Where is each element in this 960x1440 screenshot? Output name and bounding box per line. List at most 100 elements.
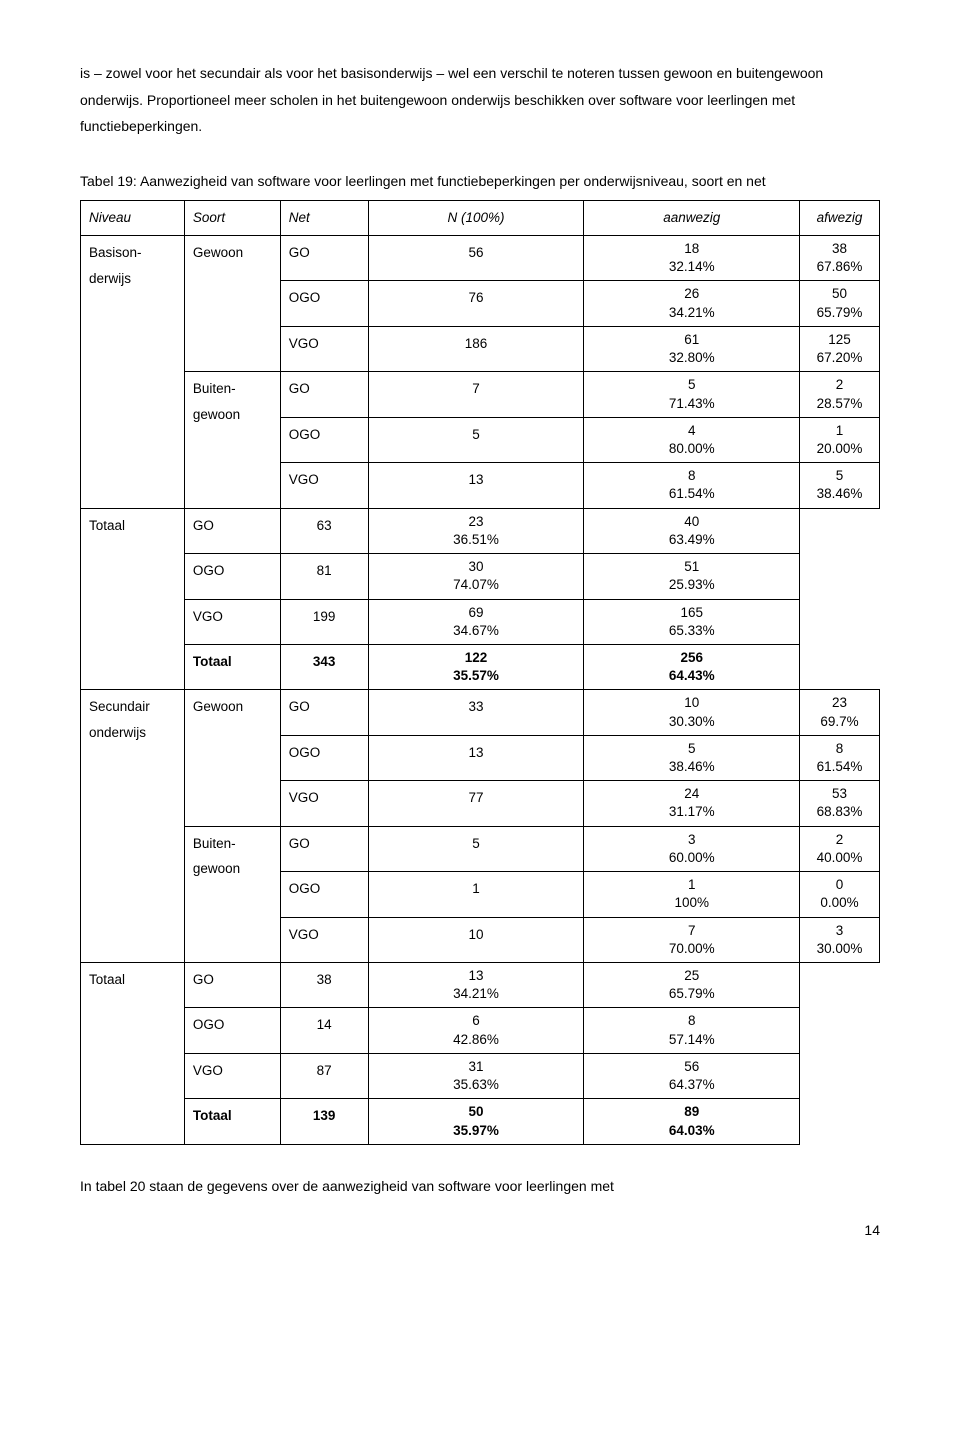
cell-n: 14	[280, 1008, 368, 1053]
cell-aanwezig: 3135.63%	[368, 1053, 584, 1098]
table-row: Buiten-gewoonGO5360.00%240.00%	[81, 826, 880, 871]
cell-aanwezig: 1100%	[584, 872, 800, 917]
cell-afwezig: 5368.83%	[800, 781, 880, 826]
cell-n: 38	[280, 963, 368, 1008]
table-row: OGO813074.07%5125.93%	[81, 554, 880, 599]
cell-n: 7	[368, 372, 584, 417]
cell-afwezig: 00.00%	[800, 872, 880, 917]
cell-soort: Gewoon	[184, 236, 280, 372]
cell-afwezig: 2565.79%	[584, 963, 800, 1008]
cell-n: 5	[368, 826, 584, 871]
cell-n: 199	[280, 599, 368, 644]
cell-net: VGO	[280, 463, 368, 508]
cell-aanwezig: 571.43%	[584, 372, 800, 417]
cell-afwezig: 861.54%	[800, 735, 880, 780]
cell-afwezig: 8964.03%	[584, 1099, 800, 1144]
header-n: N (100%)	[368, 201, 584, 236]
cell-n: 13	[368, 463, 584, 508]
cell-afwezig: 5065.79%	[800, 281, 880, 326]
cell-aanwezig: 1832.14%	[584, 236, 800, 281]
cell-net: GO	[184, 508, 280, 553]
data-table: Niveau Soort Net N (100%) aanwezig afwez…	[80, 200, 880, 1144]
header-soort: Soort	[184, 201, 280, 236]
cell-n: 56	[368, 236, 584, 281]
cell-afwezig: 2369.7%	[800, 690, 880, 735]
cell-net: OGO	[280, 281, 368, 326]
cell-aanwezig: 480.00%	[584, 417, 800, 462]
cell-aanwezig: 2431.17%	[584, 781, 800, 826]
cell-net: GO	[280, 826, 368, 871]
header-net: Net	[280, 201, 368, 236]
cell-aanwezig: 770.00%	[584, 917, 800, 962]
cell-afwezig: 5664.37%	[584, 1053, 800, 1098]
cell-niveau: Secundair onderwijs	[81, 690, 185, 963]
cell-aanwezig: 861.54%	[584, 463, 800, 508]
cell-afwezig: 4063.49%	[584, 508, 800, 553]
cell-n: 10	[368, 917, 584, 962]
cell-soort: Buiten-gewoon	[184, 372, 280, 508]
cell-afwezig: 25664.43%	[584, 644, 800, 689]
cell-n: 76	[368, 281, 584, 326]
table-row: VGO873135.63%5664.37%	[81, 1053, 880, 1098]
cell-net: Totaal	[184, 1099, 280, 1144]
cell-net: GO	[280, 236, 368, 281]
cell-afwezig: 3867.86%	[800, 236, 880, 281]
cell-n: 1	[368, 872, 584, 917]
table-caption: Tabel 19: Aanwezigheid van software voor…	[80, 168, 880, 195]
table-row: Secundair onderwijsGewoonGO331030.30%236…	[81, 690, 880, 735]
cell-afwezig: 538.46%	[800, 463, 880, 508]
cell-afwezig: 857.14%	[584, 1008, 800, 1053]
cell-net: VGO	[184, 599, 280, 644]
cell-aanwezig: 1334.21%	[368, 963, 584, 1008]
table-row: VGO1996934.67%16565.33%	[81, 599, 880, 644]
cell-aanwezig: 2634.21%	[584, 281, 800, 326]
cell-afwezig: 120.00%	[800, 417, 880, 462]
table-row: TotaalGO632336.51%4063.49%	[81, 508, 880, 553]
cell-n: 186	[368, 326, 584, 371]
header-aanwezig: aanwezig	[584, 201, 800, 236]
cell-aanwezig: 1030.30%	[584, 690, 800, 735]
cell-aanwezig: 360.00%	[584, 826, 800, 871]
cell-soort: Totaal	[81, 963, 185, 1145]
page-number: 14	[80, 1217, 880, 1244]
cell-afwezig: 240.00%	[800, 826, 880, 871]
cell-n: 63	[280, 508, 368, 553]
cell-aanwezig: 6934.67%	[368, 599, 584, 644]
cell-afwezig: 5125.93%	[584, 554, 800, 599]
cell-aanwezig: 6132.80%	[584, 326, 800, 371]
table-body: Basison-derwijsGewoonGO561832.14%3867.86…	[81, 236, 880, 1145]
cell-n: 343	[280, 644, 368, 689]
cell-net: OGO	[280, 872, 368, 917]
table-row: TotaalGO381334.21%2565.79%	[81, 963, 880, 1008]
cell-net: GO	[184, 963, 280, 1008]
outro-paragraph: In tabel 20 staan de gegevens over de aa…	[80, 1173, 880, 1200]
cell-n: 139	[280, 1099, 368, 1144]
cell-net: OGO	[280, 417, 368, 462]
cell-net: VGO	[184, 1053, 280, 1098]
cell-net: VGO	[280, 326, 368, 371]
cell-n: 5	[368, 417, 584, 462]
table-row: OGO14642.86%857.14%	[81, 1008, 880, 1053]
table-header-row: Niveau Soort Net N (100%) aanwezig afwez…	[81, 201, 880, 236]
cell-net: Totaal	[184, 644, 280, 689]
header-niveau: Niveau	[81, 201, 185, 236]
cell-n: 77	[368, 781, 584, 826]
table-row: Basison-derwijsGewoonGO561832.14%3867.86…	[81, 236, 880, 281]
cell-afwezig: 16565.33%	[584, 599, 800, 644]
cell-net: GO	[280, 690, 368, 735]
cell-aanwezig: 538.46%	[584, 735, 800, 780]
header-afwezig: afwezig	[800, 201, 880, 236]
cell-n: 13	[368, 735, 584, 780]
cell-soort: Buiten-gewoon	[184, 826, 280, 962]
cell-aanwezig: 642.86%	[368, 1008, 584, 1053]
cell-soort: Totaal	[81, 508, 185, 690]
table-row: Totaal1395035.97%8964.03%	[81, 1099, 880, 1144]
cell-aanwezig: 12235.57%	[368, 644, 584, 689]
intro-paragraph: is – zowel voor het secundair als voor h…	[80, 60, 880, 140]
table-row: Buiten-gewoonGO7571.43%228.57%	[81, 372, 880, 417]
cell-afwezig: 330.00%	[800, 917, 880, 962]
cell-net: VGO	[280, 781, 368, 826]
cell-afwezig: 228.57%	[800, 372, 880, 417]
cell-aanwezig: 2336.51%	[368, 508, 584, 553]
cell-niveau: Basison-derwijs	[81, 236, 185, 509]
